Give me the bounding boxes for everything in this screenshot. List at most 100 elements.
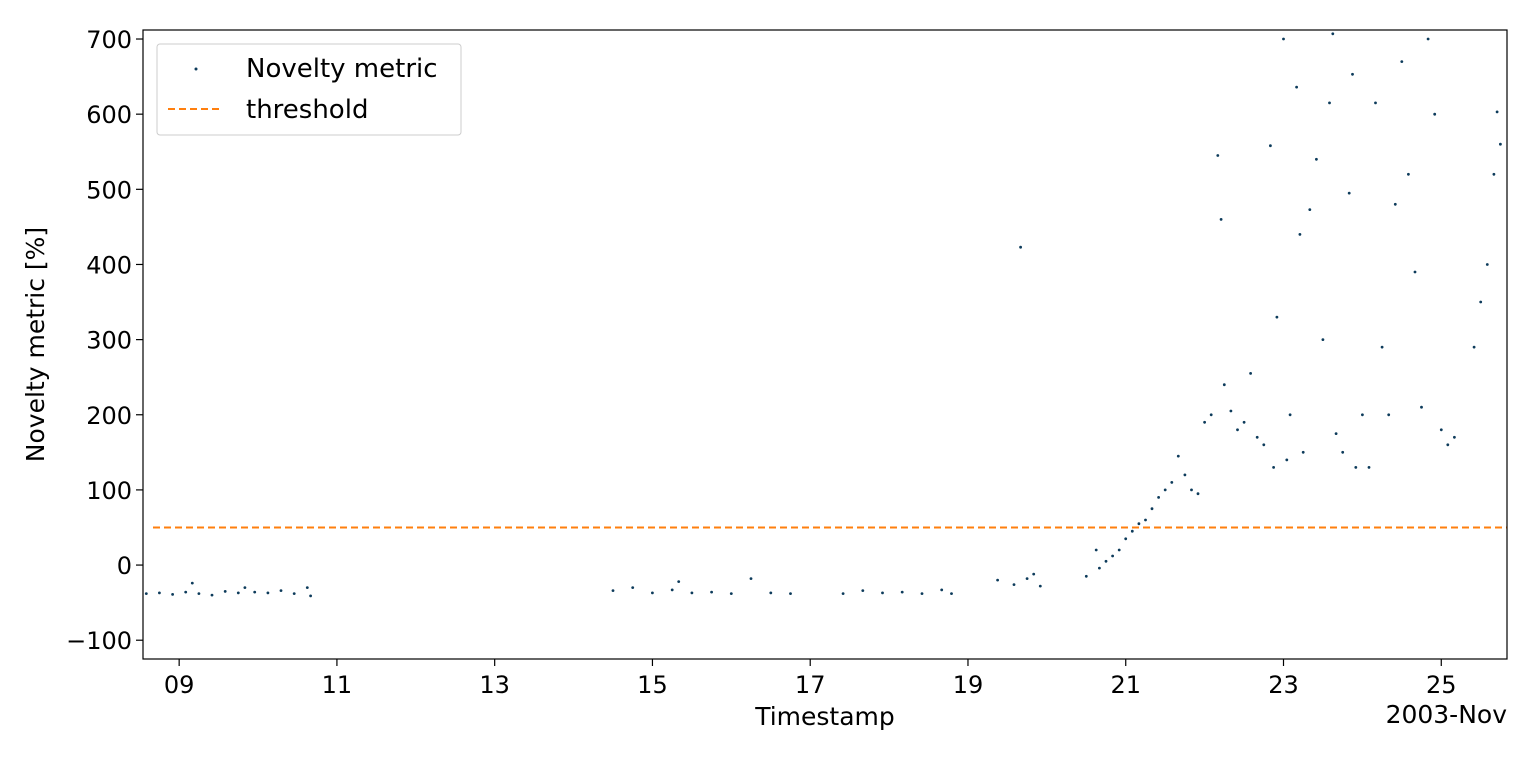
novelty-point <box>996 578 999 582</box>
novelty-point <box>1269 144 1272 148</box>
novelty-point <box>1285 458 1289 462</box>
novelty-point <box>1124 537 1128 541</box>
novelty-point <box>1275 315 1279 319</box>
novelty-point <box>729 592 733 595</box>
plot-frame <box>142 29 1508 660</box>
novelty-point <box>309 594 312 598</box>
novelty-point <box>1084 574 1088 578</box>
novelty-point <box>1472 345 1476 349</box>
novelty-point <box>1407 172 1410 176</box>
novelty-point <box>1347 191 1351 195</box>
novelty-point <box>710 590 713 594</box>
novelty-point <box>197 592 201 595</box>
novelty-point <box>1282 37 1285 41</box>
novelty-point <box>190 581 194 585</box>
novelty-point <box>1272 466 1275 469</box>
novelty-point <box>1354 466 1358 469</box>
novelty-point <box>1334 432 1338 435</box>
novelty-point <box>1157 496 1160 499</box>
novelty-point <box>210 593 214 597</box>
novelty-point <box>253 590 257 594</box>
novelty-point <box>1255 435 1259 439</box>
y-axis-label: Novelty metric [%] <box>21 227 50 462</box>
novelty-point <box>1203 420 1206 424</box>
novelty-point <box>1236 428 1239 432</box>
novelty-point <box>1499 142 1502 146</box>
novelty-point <box>611 589 615 592</box>
y-axis-ticks: −100 0 100 200 300 400 500 600 700 <box>66 26 143 655</box>
novelty-point <box>950 592 953 595</box>
novelty-point <box>1144 518 1147 522</box>
novelty-point <box>631 586 635 589</box>
novelty-point <box>223 590 227 593</box>
novelty-point <box>920 592 924 595</box>
novelty-point <box>881 591 884 595</box>
novelty-point <box>292 592 296 595</box>
novelty-point <box>1413 270 1417 274</box>
x-tick-label: 09 <box>164 671 195 699</box>
novelty-point <box>305 586 309 589</box>
novelty-point <box>1262 443 1266 447</box>
novelty-point <box>1439 428 1443 432</box>
novelty-point <box>1400 60 1404 63</box>
legend-marker-novelty <box>194 67 198 71</box>
novelty-point <box>1298 233 1302 236</box>
novelty-point <box>158 591 161 595</box>
x-tick-label: 25 <box>1426 671 1457 699</box>
novelty-point <box>1104 559 1108 563</box>
novelty-point <box>1453 435 1456 439</box>
novelty-point <box>1219 218 1223 221</box>
x-tick-label: 21 <box>1110 671 1141 699</box>
novelty-point <box>749 577 753 580</box>
novelty-point <box>1361 413 1364 417</box>
x-axis-offset-label: 2003-Nov <box>1386 700 1508 729</box>
novelty-point <box>1315 157 1318 161</box>
novelty-point <box>1038 584 1042 588</box>
novelty-point <box>1012 583 1016 586</box>
novelty-point <box>236 591 240 595</box>
novelty-point <box>1308 208 1312 212</box>
novelty-point <box>651 591 654 595</box>
novelty-point <box>690 591 694 595</box>
x-tick-label: 23 <box>1268 671 1299 699</box>
novelty-point <box>1288 413 1292 417</box>
x-axis-label: Timestamp <box>754 702 895 731</box>
novelty-point <box>1485 263 1489 266</box>
novelty-point <box>1025 577 1029 580</box>
novelty-point <box>1495 110 1499 114</box>
novelty-point <box>1130 529 1134 533</box>
y-tick-label: 200 <box>86 402 132 430</box>
novelty-point <box>769 591 773 595</box>
x-tick-label: 11 <box>322 671 353 699</box>
x-tick-label: 19 <box>953 671 984 699</box>
novelty-point <box>1098 566 1101 570</box>
novelty-point <box>171 593 175 596</box>
legend-label-novelty: Novelty metric <box>246 54 438 84</box>
novelty-point <box>1393 202 1397 206</box>
novelty-point <box>1229 409 1233 413</box>
y-tick-label: 300 <box>86 327 132 355</box>
novelty-point <box>266 591 270 595</box>
novelty-point <box>1094 548 1098 552</box>
novelty-point <box>1321 338 1325 341</box>
novelty-point <box>1433 112 1437 116</box>
novelty-point <box>1341 450 1345 454</box>
novelty-point <box>1331 32 1335 36</box>
x-tick-label: 17 <box>795 671 826 699</box>
y-tick-label: 700 <box>86 26 132 54</box>
x-tick-label: 13 <box>479 671 510 699</box>
y-tick-label: 600 <box>86 101 132 129</box>
novelty-point <box>677 580 681 583</box>
novelty-point <box>1387 413 1391 417</box>
novelty-point <box>1242 420 1246 424</box>
novelty-point <box>1328 101 1331 105</box>
novelty-point <box>1222 383 1226 387</box>
novelty-point <box>1117 548 1121 552</box>
novelty-point <box>279 589 283 592</box>
novelty-point <box>1190 488 1193 492</box>
novelty-point <box>1380 345 1384 349</box>
novelty-point <box>1183 473 1187 477</box>
novelty-point <box>1137 522 1141 526</box>
novelty-point <box>1351 72 1354 76</box>
novelty-point <box>670 588 674 592</box>
